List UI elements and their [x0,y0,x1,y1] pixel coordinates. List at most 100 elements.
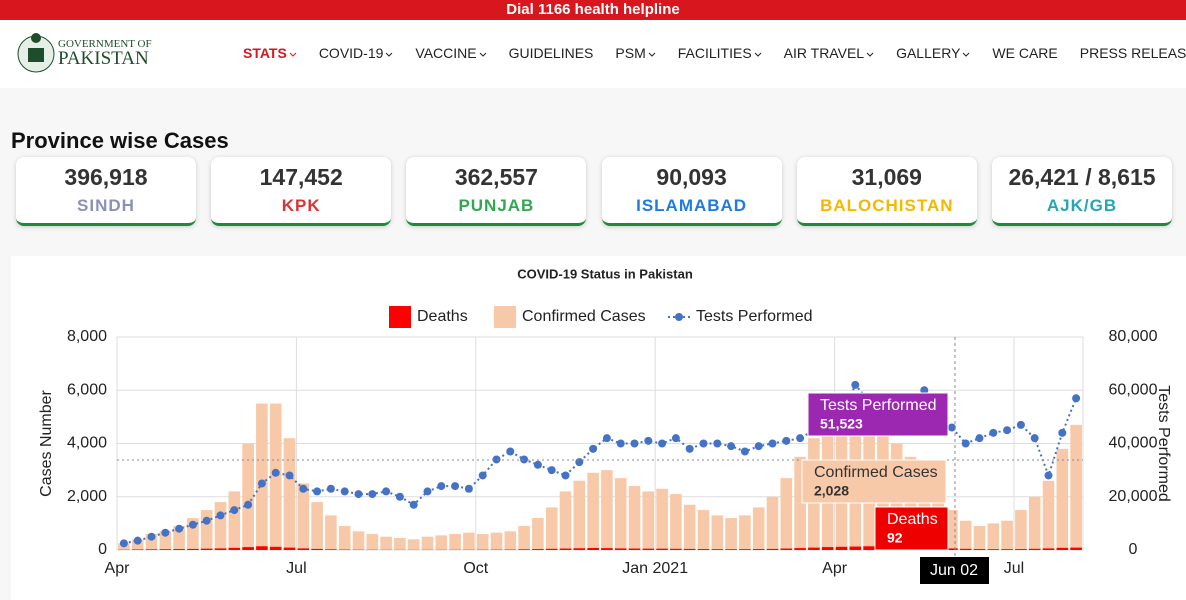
bar [987,523,1000,550]
bar [145,549,158,550]
province-value: 396,918 [64,164,148,190]
helpline[interactable]: Dial 1166 health helpline [506,1,680,18]
bar [656,488,668,550]
chevron [866,52,874,57]
bar [256,403,268,550]
point [685,444,694,453]
bar [780,478,793,550]
chevron [648,52,656,57]
x-tick-label: Apr [822,560,848,577]
point [658,439,667,448]
province-card[interactable]: 362,557 PUNJAB [406,157,587,226]
province-name: BALOCHISTAN [820,196,954,215]
nav-item[interactable]: VACCINE [415,45,486,61]
legend-marker [389,306,411,328]
point [768,439,777,448]
y2-tick-label: 0 [1129,541,1138,558]
nav-item[interactable]: COVID-19 [319,45,394,61]
province-value: 147,452 [259,164,343,190]
bar [518,526,530,550]
bar [573,480,586,550]
bar [601,470,613,550]
y2-tick-label: 60,000 [1109,381,1158,398]
bar [849,546,862,550]
nav-item[interactable]: STATS [243,45,297,61]
point [382,487,391,496]
bar [1042,548,1055,550]
bar [683,548,696,550]
province-name: ISLAMABAD [636,196,748,215]
point [616,439,625,448]
bar [683,504,696,550]
bar [725,549,737,550]
point [782,436,791,445]
point [1016,420,1025,429]
point [754,442,763,451]
bar [159,549,172,550]
point [216,511,225,520]
point [713,439,722,448]
point [520,455,529,464]
logo[interactable]: GOVERNMENT OF PAKISTAN [14,28,152,78]
bar [973,526,986,550]
tooltip-box [874,506,949,551]
province-card[interactable]: 31,069 BALOCHISTAN [796,157,977,226]
point [492,455,501,464]
nav-item[interactable]: WE CARE [992,45,1058,61]
emblem [17,33,55,73]
bar [642,548,655,550]
province-card[interactable]: 396,918 SINDH [16,157,196,226]
bar [545,548,558,550]
bar [973,549,986,550]
chevron [479,52,486,57]
bar [711,549,724,550]
logo-text: GOVERNMENT OF [58,38,152,50]
province-card[interactable]: 90,093 ISLAMABAD [601,157,782,226]
nav-item[interactable]: FACILITIES [678,45,762,61]
bar [1015,549,1027,550]
bar [573,548,586,550]
point [437,482,446,491]
bar [518,549,530,550]
nav-item[interactable]: PSM [615,45,656,61]
nav-item[interactable]: PRESS RELEASE [1079,45,1186,61]
point [1072,394,1081,403]
bar [752,507,765,550]
tooltip-box [807,392,949,437]
province-card[interactable]: 26,421 / 8,615 AJK/GB [992,157,1172,226]
bar [1001,520,1013,550]
y2-tick-label: 40,000 [1109,435,1158,452]
bar [959,520,972,550]
point [671,434,680,443]
bar [504,531,517,550]
point [313,487,322,496]
bar [670,494,682,550]
point [175,524,184,533]
nav-item[interactable]: AIR TRAVEL [784,45,874,61]
point [1030,434,1039,443]
bar [200,548,213,550]
bar [214,548,227,550]
x-tick-label: Apr [105,560,131,577]
province-card[interactable]: 147,452 KPK [211,157,392,226]
bar [421,536,434,550]
bar [739,549,751,550]
chevron [386,52,393,57]
nav-item[interactable]: GUIDELINES [508,45,594,61]
point [1058,428,1067,437]
bar [407,539,420,550]
nav-item[interactable]: GALLERY [896,45,970,61]
legend-marker [675,313,683,321]
line [123,383,1078,545]
bar [311,548,323,550]
bar [366,534,379,550]
helpline-bar: Dial 1166 health helpline [0,0,1186,20]
point [244,500,253,509]
bar [187,548,199,550]
y-tick-label: 6,000 [67,381,107,398]
point [299,484,308,493]
tooltip-value: 51,523 [820,416,863,432]
point [740,447,749,456]
chevron [963,52,970,57]
